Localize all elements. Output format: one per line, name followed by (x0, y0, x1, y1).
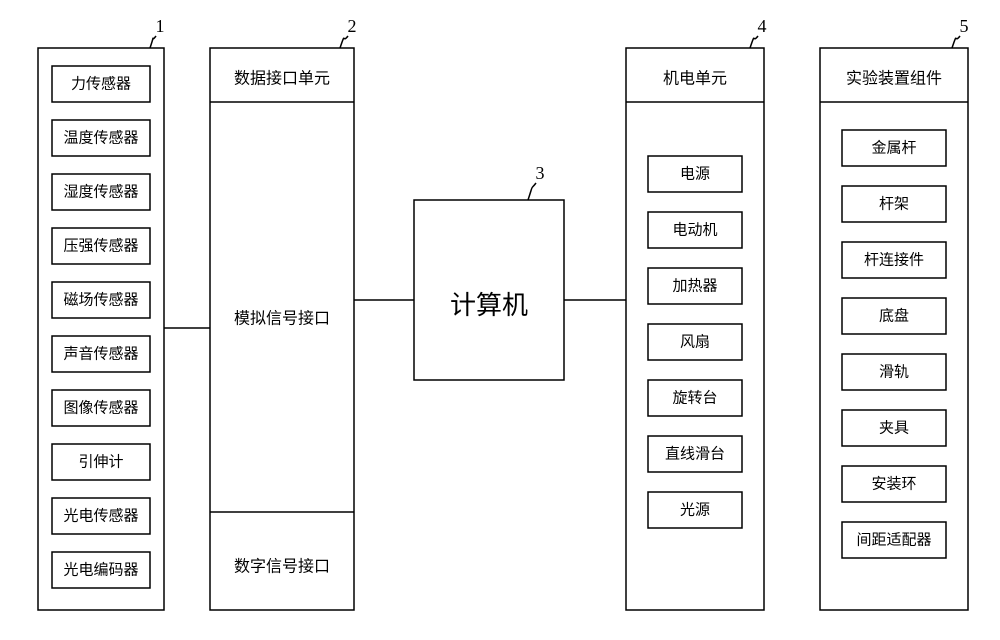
item-label: 直线滑台 (665, 445, 725, 462)
column-label-4: 4 (758, 16, 767, 36)
section-title: 数据接口单元 (234, 70, 330, 88)
item-label: 风扇 (680, 333, 710, 350)
item-label: 压强传感器 (63, 237, 138, 254)
item-label: 安装环 (871, 475, 916, 492)
item-label: 图像传感器 (63, 399, 138, 416)
item-label: 加热器 (672, 277, 717, 294)
section-title: 机电单元 (663, 70, 727, 88)
leader-1 (150, 36, 156, 48)
item-label: 温度传感器 (63, 129, 138, 146)
item-label: 引伸计 (78, 453, 123, 470)
item-label: 光源 (680, 501, 710, 518)
item-label: 杆连接件 (864, 251, 924, 268)
item-label: 杆架 (879, 195, 909, 212)
item-label: 磁场传感器 (63, 291, 138, 308)
column-label-5: 5 (960, 16, 969, 36)
section-title: 模拟信号接口 (234, 310, 330, 328)
center-title: 计算机 (450, 291, 528, 320)
item-label: 电动机 (672, 221, 717, 238)
item-label: 滑轨 (879, 363, 909, 380)
item-label: 旋转台 (672, 389, 717, 406)
column-2 (210, 48, 354, 610)
item-label: 光电编码器 (63, 561, 138, 578)
leader-4 (750, 36, 758, 48)
item-label: 底盘 (879, 306, 909, 324)
item-label: 金属杆 (871, 139, 916, 156)
column-label-3: 3 (536, 163, 545, 183)
item-label: 湿度传感器 (63, 183, 138, 200)
item-label: 夹具 (879, 419, 909, 436)
item-label: 光电传感器 (63, 507, 138, 524)
item-label: 间距适配器 (856, 531, 931, 548)
block-diagram: 1 力传感器温度传感器湿度传感器压强传感器磁场传感器声音传感器图像传感器引伸计光电… (0, 0, 1000, 640)
item-label: 电源 (680, 165, 710, 182)
column-label-1: 1 (156, 16, 165, 36)
leader-5 (952, 36, 960, 48)
leader-2 (340, 36, 348, 48)
leader-3 (528, 183, 536, 200)
item-label: 力传感器 (71, 75, 131, 92)
section-title: 实验装置组件 (846, 70, 942, 88)
section-title: 数字信号接口 (234, 558, 330, 576)
item-label: 声音传感器 (63, 344, 138, 362)
column-4 (626, 48, 764, 610)
column-label-2: 2 (348, 16, 357, 36)
